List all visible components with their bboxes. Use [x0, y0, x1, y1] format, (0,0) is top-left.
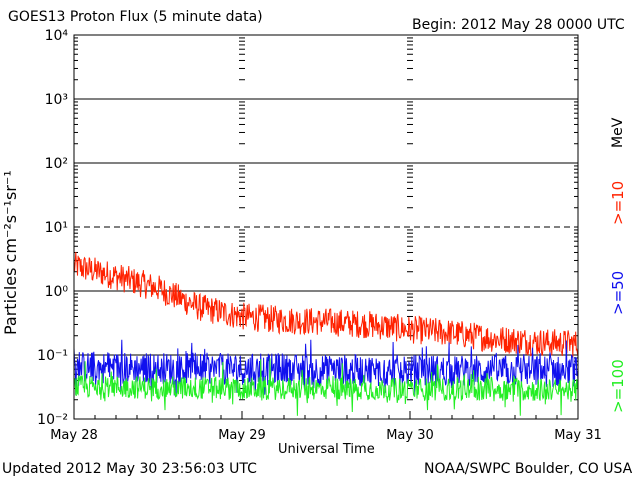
x-tick-label: May 29 — [218, 428, 266, 443]
legend-unit-mev: MeV — [610, 117, 626, 148]
series-line-0 — [73, 251, 579, 358]
y-tick-label: 10⁴ — [45, 28, 69, 44]
x-axis-label: Universal Time — [278, 442, 375, 457]
y-tick-label: 10² — [45, 156, 68, 172]
x-tick-label: May 28 — [50, 428, 98, 443]
source-label: NOAA/SWPC Boulder, CO USA — [424, 461, 633, 477]
legend-series-1: >=50 — [609, 270, 627, 315]
updated-timestamp: Updated 2012 May 30 23:56:03 UTC — [2, 461, 257, 477]
legend-series-2: >=100 — [609, 359, 627, 413]
y-axis-label: Particles cm⁻²s⁻¹sr⁻¹ — [1, 170, 20, 335]
x-tick-label: May 30 — [386, 428, 434, 443]
legend-series-0: >=10 — [609, 180, 627, 225]
y-tick-label: 10⁰ — [45, 284, 69, 300]
series-line-1 — [73, 339, 579, 397]
plot-frame — [73, 34, 579, 420]
x-tick-label: May 31 — [554, 428, 602, 443]
y-tick-label: 10⁻¹ — [37, 348, 68, 364]
series-line-2 — [73, 358, 579, 416]
y-tick-label: 10³ — [45, 92, 68, 108]
y-tick-label: 10¹ — [45, 220, 68, 236]
chart-title: GOES13 Proton Flux (5 minute data) — [8, 9, 263, 25]
y-tick-label: 10⁻² — [37, 412, 68, 428]
begin-time-label: Begin: 2012 May 28 0000 UTC — [412, 17, 625, 33]
